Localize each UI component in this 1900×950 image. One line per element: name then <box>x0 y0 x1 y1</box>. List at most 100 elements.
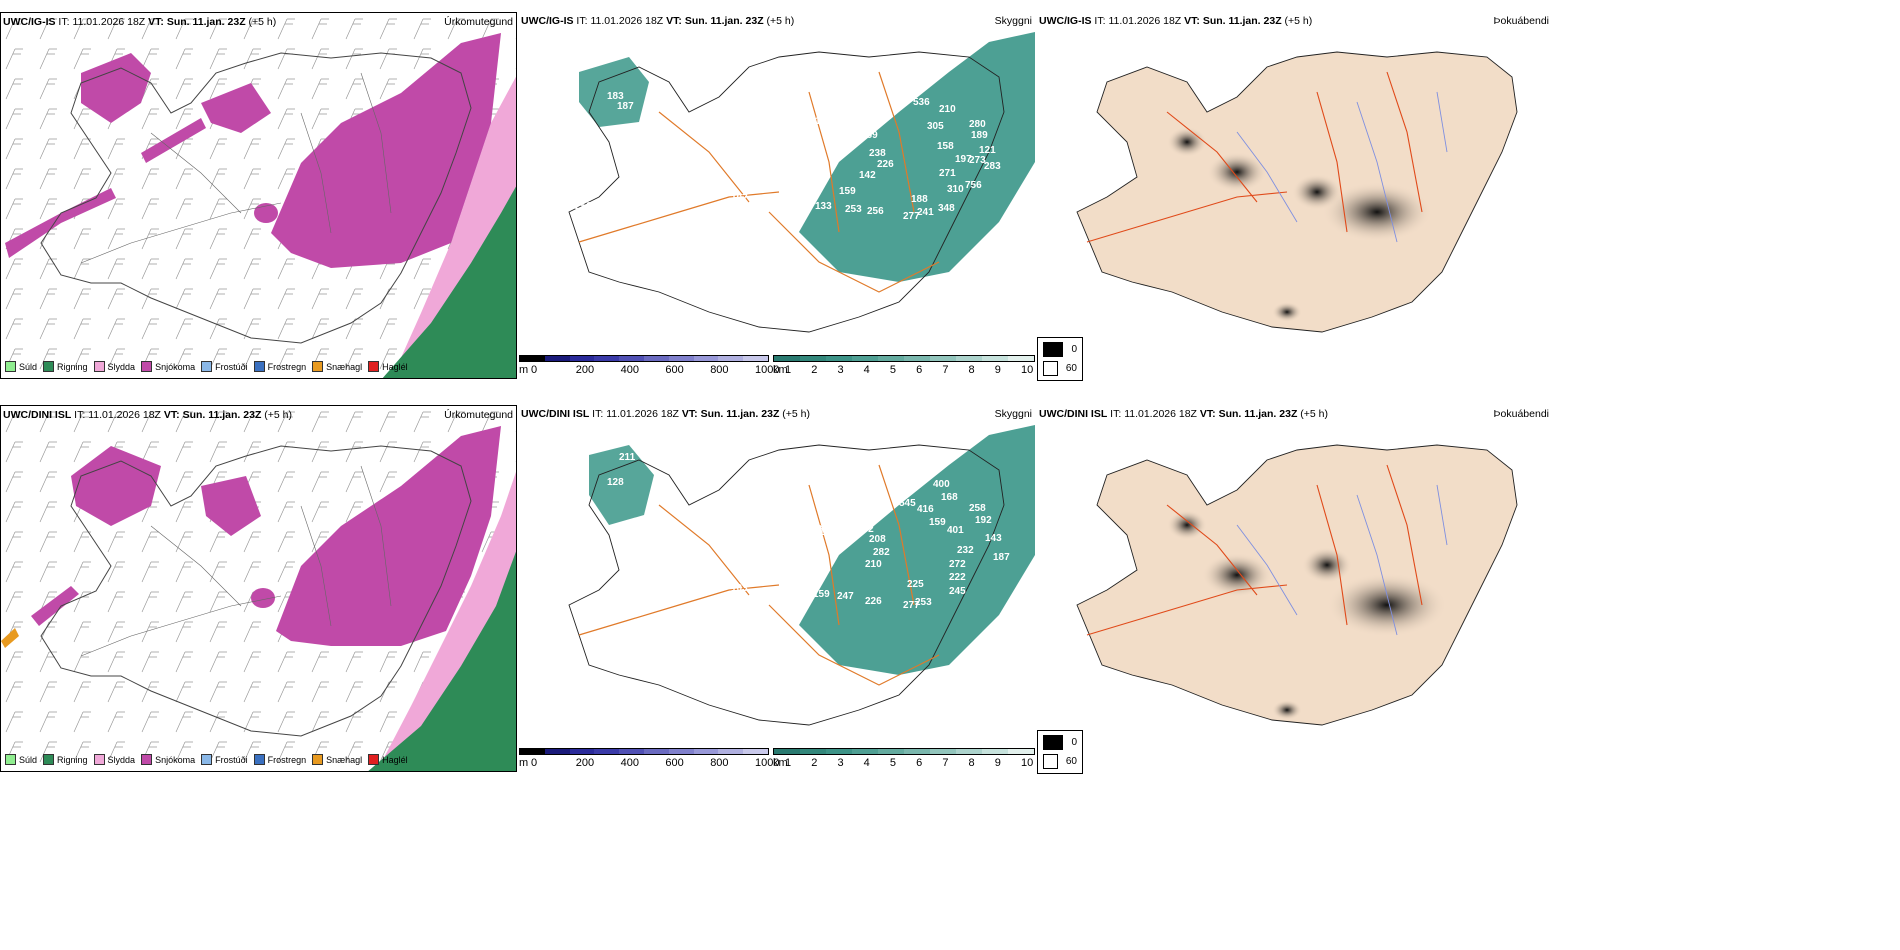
low-vis-nw <box>589 445 654 525</box>
iceland-land <box>1076 444 1518 726</box>
legend-label: Snæhagl <box>326 754 363 765</box>
colorbar-segment <box>982 749 1008 754</box>
fog-legend-row: 60 <box>1043 754 1077 769</box>
colorbar-segment <box>693 356 719 361</box>
rain-area <box>382 186 516 378</box>
colorbar-tick: 4 <box>863 757 870 769</box>
ceiling-label: 416 <box>917 504 934 515</box>
ceiling-label: 126 <box>774 492 791 503</box>
ceiling-label: 348 <box>938 203 955 214</box>
colorbar-segment <box>668 356 694 361</box>
field-name: Þokuábendi <box>1493 408 1549 420</box>
legend-item: Frostúði <box>201 754 248 765</box>
ceiling-label: 241 <box>917 207 934 218</box>
roads <box>578 71 940 293</box>
colorbar-tick: 2 <box>811 364 818 376</box>
panel-header: UWC/DINI ISL IT: 11.01.2026 18Z VT: Sun.… <box>1039 408 1329 420</box>
fog-legend-swatch <box>1043 735 1064 750</box>
fog-panel-top: UWC/IG-IS IT: 11.01.2026 18Z VT: Sun. 11… <box>1037 12 1552 379</box>
colorbar-segment <box>718 356 744 361</box>
ceiling-label: 756 <box>965 180 982 191</box>
legend-swatch <box>93 361 105 372</box>
colorbar-tick: 1 <box>785 757 792 769</box>
fog-legend-label: 60 <box>1065 363 1077 374</box>
snow-band-w <box>31 586 79 626</box>
ceiling-label: 103 <box>759 500 776 511</box>
fog-legend: 0 60 <box>1037 730 1083 774</box>
colorbar-tick: 600 <box>665 757 684 769</box>
ceiling-label: 128 <box>607 477 624 488</box>
colorbar-segment <box>619 356 644 361</box>
colorbar-segment <box>1008 356 1034 361</box>
precip-type-panel-bottom: UWC/DINI ISL IT: 11.01.2026 18Z VT: Sun.… <box>0 405 517 772</box>
rivers <box>1236 484 1448 636</box>
iceland-outline <box>40 445 472 737</box>
roads <box>1086 71 1423 243</box>
fog-legend-label: 60 <box>1065 756 1077 767</box>
legend-label: Haglél <box>382 754 408 765</box>
legend-swatch <box>201 361 213 372</box>
snow-spot <box>251 588 275 608</box>
legend-swatch <box>43 361 55 372</box>
legend-swatch <box>93 754 105 765</box>
colorbar-segment <box>826 749 852 754</box>
rivers <box>1236 91 1448 243</box>
colorbar-tick: 1000 <box>755 757 780 769</box>
legend-item: Frostregn <box>253 754 306 765</box>
ceiling-label: 253 <box>915 597 932 608</box>
ceiling-label: 280 <box>969 119 986 130</box>
field-name: Skyggni <box>994 408 1032 420</box>
ceiling-label: 187 <box>993 552 1010 563</box>
ceiling-label: 187 <box>617 101 634 112</box>
visibility-panel-bottom: UWC/DINI ISL IT: 11.01.2026 18Z VT: Sun.… <box>519 405 1035 772</box>
panel-header: UWC/DINI ISL IT: 11.01.2026 18Z VT: Sun.… <box>521 408 811 420</box>
colorbar-segment <box>852 749 878 754</box>
ceiling-label: 42 <box>811 524 823 535</box>
colorbar-segment <box>520 356 545 361</box>
ceiling-label: 245 <box>949 586 966 597</box>
colorbar-tick: 5 <box>889 757 896 769</box>
ceiling-label: 125 <box>777 86 794 97</box>
ceiling-label: 121 <box>979 145 996 156</box>
roads <box>578 464 940 686</box>
ceiling-label: 160 <box>763 303 780 314</box>
ceiling-label: 179 <box>575 584 592 595</box>
colorbar-segment <box>956 749 982 754</box>
colorbar-segment <box>544 356 570 361</box>
colorbar-tick: 5 <box>889 364 896 376</box>
ceiling-label: 310 <box>947 184 964 195</box>
legend-item: Snæhagl <box>312 754 362 765</box>
legend-swatch <box>43 754 55 765</box>
colorbar-segment <box>693 749 719 754</box>
legend-label: Súld <box>19 754 38 765</box>
legend-label: Snæhagl <box>326 361 363 372</box>
ceiling-label: 282 <box>873 547 890 558</box>
legend-label: Rigning <box>57 361 88 372</box>
colorbar-tick: 2 <box>811 757 818 769</box>
snow-blob <box>201 476 261 536</box>
snow-area-east <box>276 426 501 646</box>
precip-legend: Súld Rigning Slydda Snjókoma Frostúði Frostre… <box>5 754 408 765</box>
iceland-outline <box>568 51 1005 333</box>
legend-swatch <box>368 754 380 765</box>
colorbar-unit: m <box>519 757 529 769</box>
ceiling-label: 210 <box>865 559 882 570</box>
snow-band-w <box>5 188 116 258</box>
legend-item: Frostregn <box>253 361 306 372</box>
legend-item: Rigning <box>43 361 88 372</box>
ceiling-label: 120 <box>647 47 664 58</box>
colorbar-tick: 400 <box>620 757 639 769</box>
colorbar-unit: km <box>773 757 788 769</box>
colorbar-segment <box>878 749 904 754</box>
legend-item: Súld <box>5 754 37 765</box>
low-vis-area <box>799 425 1035 675</box>
panel-header: UWC/IG-IS IT: 11.01.2026 18Z VT: Sun. 11… <box>521 15 795 27</box>
roads <box>80 72 392 264</box>
ceiling-label: 183 <box>607 91 624 102</box>
ceiling-label: 365 <box>893 94 910 105</box>
low-vis-area <box>799 32 1035 282</box>
fog-legend-row: 0 <box>1043 342 1077 357</box>
legend-label: Frostúði <box>215 754 248 765</box>
colorbar-strip <box>773 355 1035 362</box>
colorbar-tick: 9 <box>994 757 1001 769</box>
